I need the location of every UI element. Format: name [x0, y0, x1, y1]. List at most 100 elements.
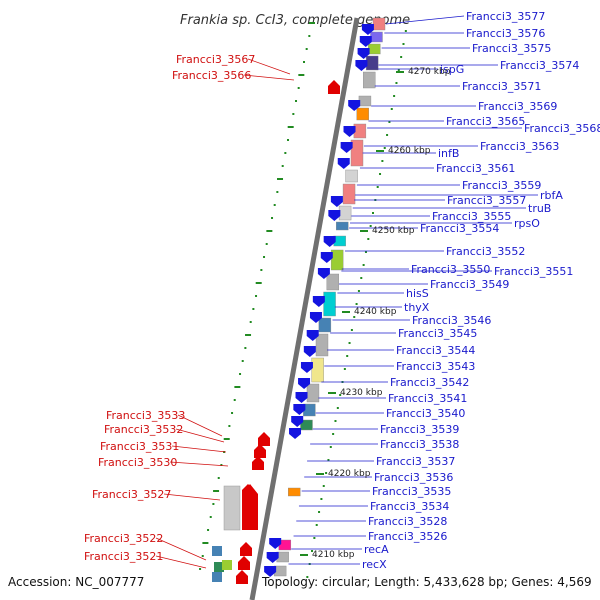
- gene-block: [330, 249, 344, 271]
- reverse-gene-label[interactable]: Francci3_3532: [104, 423, 183, 436]
- forward-gene-label[interactable]: recX: [362, 558, 387, 571]
- forward-gene-label[interactable]: Francci3_3571: [462, 80, 541, 93]
- scale-tick: [297, 87, 300, 89]
- scale-tick: [343, 368, 346, 370]
- forward-gene-label[interactable]: Francci3_3534: [370, 500, 449, 513]
- gene-block: [368, 43, 381, 55]
- scale-tick: [364, 251, 367, 253]
- gene-block: [335, 221, 349, 231]
- reverse-gene-label[interactable]: Francci3_3566: [172, 69, 251, 82]
- label-connector: [177, 414, 223, 437]
- reverse-gene-label[interactable]: Francci3_3521: [84, 550, 163, 563]
- scale-tick: [209, 516, 212, 518]
- forward-gene-label[interactable]: Francci3_3569: [478, 100, 557, 113]
- reverse-gene-label[interactable]: Francci3_3567: [176, 53, 255, 66]
- forward-gene-arrow: [361, 24, 374, 35]
- forward-gene-label[interactable]: Francci3_3535: [372, 485, 451, 498]
- scale-tick: [390, 108, 393, 110]
- forward-gene-label[interactable]: Francci3_3536: [374, 471, 453, 484]
- scale-tick: [249, 321, 252, 323]
- scale-tick: [400, 56, 403, 58]
- forward-gene-label[interactable]: Francci3_3551: [494, 265, 573, 278]
- scale-tick: [233, 399, 236, 401]
- forward-gene-label[interactable]: ispG: [440, 63, 464, 76]
- scale-tick: [281, 165, 284, 167]
- gene-block: [356, 107, 369, 121]
- forward-gene-label[interactable]: Francci3_3537: [376, 455, 455, 468]
- reverse-gene-label[interactable]: Francci3_3530: [98, 456, 177, 469]
- scale-tick: [329, 446, 332, 448]
- scale-tick: [383, 147, 386, 149]
- forward-gene-label[interactable]: Francci3_3540: [386, 407, 465, 420]
- forward-gene-label[interactable]: hisS: [406, 287, 429, 300]
- forward-gene-label[interactable]: Francci3_3538: [380, 438, 459, 451]
- forward-gene-label[interactable]: infB: [438, 147, 459, 160]
- forward-gene-label[interactable]: Francci3_3550: [411, 263, 490, 276]
- scale-tick: [336, 407, 339, 409]
- forward-gene-label[interactable]: rbfA: [540, 189, 563, 202]
- map-title: Frankia sp. CcI3, complete genome: [180, 13, 410, 28]
- forward-gene-label[interactable]: Francci3_3563: [480, 140, 559, 153]
- forward-gene-label[interactable]: Francci3_3543: [396, 360, 475, 373]
- forward-gene-label[interactable]: rpsO: [514, 217, 540, 230]
- scale-tick: [263, 256, 266, 258]
- forward-gene-arrow: [337, 158, 350, 169]
- forward-gene-label[interactable]: Francci3_3576: [466, 27, 545, 40]
- scale-tick: [350, 329, 353, 331]
- forward-gene-label[interactable]: Francci3_3528: [368, 515, 447, 528]
- forward-gene-label[interactable]: Francci3_3574: [500, 59, 579, 72]
- reverse-gene-label[interactable]: Francci3_3531: [100, 440, 179, 453]
- scale-tick: [386, 134, 389, 136]
- kbp-label: 4240 kbp: [354, 307, 397, 317]
- scale-tick: [322, 485, 325, 487]
- forward-gene-label[interactable]: Francci3_3561: [436, 162, 515, 175]
- gene-block: [311, 357, 324, 383]
- scale-tick: [287, 139, 290, 141]
- forward-gene-label[interactable]: Francci3_3568: [524, 122, 600, 135]
- scale-tick: [287, 126, 294, 128]
- forward-gene-label[interactable]: Francci3_3552: [446, 245, 525, 258]
- forward-gene-label[interactable]: Francci3_3541: [388, 392, 467, 405]
- forward-gene-label[interactable]: Francci3_3526: [368, 530, 447, 543]
- scale-tick: [266, 230, 273, 232]
- forward-gene-arrow: [343, 126, 356, 137]
- gene-block: [372, 17, 386, 31]
- gene-block: [223, 485, 241, 531]
- reverse-gene-label[interactable]: Francci3_3527: [92, 488, 171, 501]
- forward-gene-label[interactable]: Francci3_3545: [398, 327, 477, 340]
- forward-gene-label[interactable]: Francci3_3544: [396, 344, 475, 357]
- forward-gene-label[interactable]: thyX: [404, 301, 430, 314]
- forward-gene-label[interactable]: Francci3_3557: [447, 194, 526, 207]
- forward-gene-label[interactable]: Francci3_3549: [430, 278, 509, 291]
- forward-gene-label[interactable]: recA: [364, 543, 389, 556]
- forward-gene-label[interactable]: Francci3_3542: [390, 376, 469, 389]
- reverse-gene-arrow: [242, 484, 258, 530]
- scale-tick: [277, 178, 284, 180]
- scale-ticks: [199, 22, 407, 578]
- reverse-gene-label[interactable]: Francci3_3522: [84, 532, 163, 545]
- forward-gene-label[interactable]: Francci3_3575: [472, 42, 551, 55]
- forward-gene-label[interactable]: truB: [528, 202, 551, 215]
- kbp-label: 4250 kbp: [372, 226, 415, 236]
- scale-tick: [327, 459, 330, 461]
- forward-gene-label[interactable]: Francci3_3546: [412, 314, 491, 327]
- forward-gene-label[interactable]: Francci3_3539: [380, 423, 459, 436]
- forward-gene-label[interactable]: Francci3_3559: [462, 179, 541, 192]
- gene-block: [214, 562, 224, 572]
- forward-gene-arrow: [309, 312, 322, 323]
- scale-tick: [255, 295, 258, 297]
- scale-tick: [305, 48, 308, 50]
- forward-gene-label[interactable]: Francci3_3555: [432, 210, 511, 223]
- gene-block: [318, 317, 332, 333]
- forward-gene-label[interactable]: Francci3_3554: [420, 222, 499, 235]
- forward-gene-label[interactable]: Francci3_3577: [466, 10, 545, 23]
- gene-block: [353, 123, 367, 139]
- forward-gene-label[interactable]: Francci3_3565: [446, 115, 525, 128]
- gene-block: [345, 169, 358, 183]
- forward-gene-arrow: [320, 252, 333, 263]
- scale-tick: [223, 438, 230, 440]
- scale-tick: [346, 355, 349, 357]
- reverse-gene-label[interactable]: Francci3_3533: [106, 409, 185, 422]
- scale-tick: [339, 394, 342, 396]
- label-connector: [155, 555, 207, 569]
